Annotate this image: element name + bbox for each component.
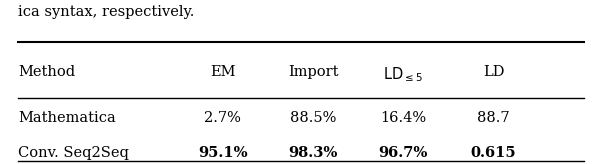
Text: 0.615: 0.615	[471, 146, 517, 160]
Text: $\mathrm{LD}_{\leq 5}$: $\mathrm{LD}_{\leq 5}$	[383, 65, 423, 84]
Text: 88.5%: 88.5%	[290, 111, 337, 125]
Text: 98.3%: 98.3%	[288, 146, 338, 160]
Text: Import: Import	[288, 65, 338, 79]
Text: 95.1%: 95.1%	[198, 146, 247, 160]
Text: 96.7%: 96.7%	[379, 146, 428, 160]
Text: Conv. Seq2Seq: Conv. Seq2Seq	[18, 146, 129, 160]
Text: ica syntax, respectively.: ica syntax, respectively.	[18, 5, 194, 19]
Text: 88.7: 88.7	[477, 111, 510, 125]
Text: 2.7%: 2.7%	[204, 111, 241, 125]
Text: 16.4%: 16.4%	[380, 111, 426, 125]
Text: LD: LD	[483, 65, 504, 79]
Text: Method: Method	[18, 65, 75, 79]
Text: EM: EM	[210, 65, 235, 79]
Text: Mathematica: Mathematica	[18, 111, 116, 125]
